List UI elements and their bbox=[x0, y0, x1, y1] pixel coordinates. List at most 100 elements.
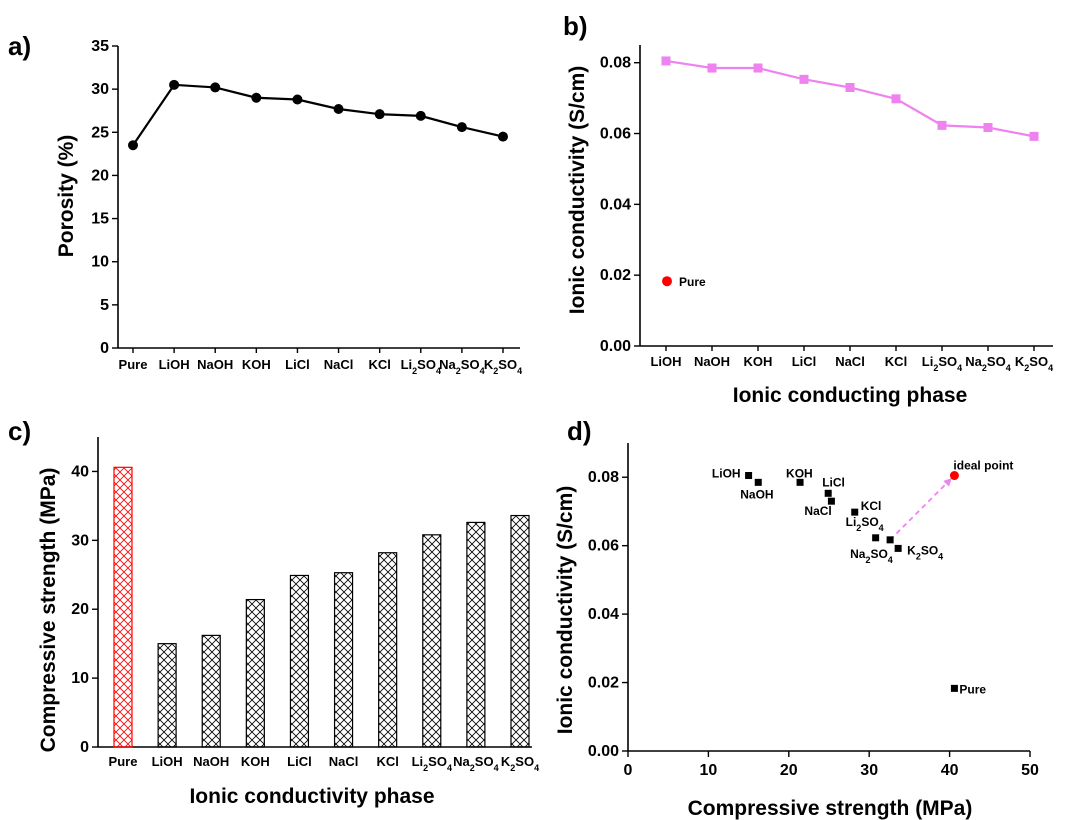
panel-b-data-point bbox=[707, 63, 717, 73]
panel-d-x-tick-label: 20 bbox=[780, 762, 798, 779]
panel-b-ionic-conductivity-chart: b) Ionic conductivity (S/cm) Ionic condu… bbox=[563, 11, 1053, 407]
panel-d-x-tick-label: 10 bbox=[700, 762, 718, 779]
panel-b-x-tick-label: LiOH bbox=[650, 354, 681, 369]
panel-b-x-axis-title: Ionic conducting phase bbox=[733, 384, 968, 407]
panel-d-data-point bbox=[894, 544, 902, 552]
panel-b-pure-label: Pure bbox=[679, 275, 706, 289]
panel-d-arrow bbox=[889, 478, 952, 541]
panel-c-bar bbox=[422, 534, 442, 748]
panel-c-x-tick-label: NaCl bbox=[329, 754, 359, 769]
panel-c-bar bbox=[378, 552, 398, 748]
panel-d-strength-vs-conductivity-chart: d) Ionic conductivity (S/cm) Compressive… bbox=[554, 416, 1039, 820]
panel-a-y-tick-label: 35 bbox=[91, 38, 109, 55]
panel-b-data-point bbox=[661, 56, 671, 66]
panel-d-point-label: K2SO4 bbox=[907, 543, 943, 561]
panel-d-point-label: Li2SO4 bbox=[846, 515, 884, 533]
panel-b-pure-point bbox=[662, 276, 672, 287]
panel-d-data-point bbox=[824, 489, 832, 497]
panel-a-x-tick-label: LiCl bbox=[285, 357, 310, 372]
panel-c-bar bbox=[333, 572, 354, 748]
panel-b-data-point bbox=[891, 94, 901, 104]
panel-c-x-tick-label: Na2SO4 bbox=[453, 754, 498, 773]
panel-c-bar bbox=[510, 514, 530, 748]
panel-b-data-point bbox=[845, 82, 855, 92]
panel-d-y-tick-label: 0.02 bbox=[588, 675, 619, 692]
panel-b-y-axis-title: Ionic conductivity (S/cm) bbox=[566, 66, 589, 315]
panel-a-x-tick-label: Na2SO4 bbox=[439, 357, 484, 376]
panel-c-x-tick-label: Li2SO4 bbox=[412, 754, 452, 773]
panel-d-point-label: NaCl bbox=[804, 504, 831, 518]
panel-a-data-point bbox=[374, 109, 385, 120]
panel-d-data-point bbox=[754, 478, 762, 486]
panel-c-compressive-strength-chart: c) Compressive strength (MPa) Ionic cond… bbox=[8, 416, 539, 808]
panel-d-point-label: LiCl bbox=[822, 475, 845, 489]
panel-a-label: a) bbox=[8, 31, 31, 61]
panel-a-series-line bbox=[132, 83, 504, 146]
panel-d-x-tick-label: 30 bbox=[860, 762, 878, 779]
panel-a-data-point bbox=[251, 92, 262, 103]
panel-a-x-tick-label: NaOH bbox=[197, 357, 233, 372]
panel-a-y-tick-label: 15 bbox=[91, 211, 109, 228]
panel-d-data-point bbox=[851, 508, 859, 516]
panel-b-data-point bbox=[799, 74, 809, 84]
panel-b-x-tick-label: KOH bbox=[744, 354, 773, 369]
panel-d-x-tick-label: 40 bbox=[941, 762, 959, 779]
panel-b-x-tick-label: NaOH bbox=[694, 354, 730, 369]
panel-c-label: c) bbox=[8, 416, 31, 446]
panel-d-data-point bbox=[950, 684, 958, 692]
panel-c-y-axis-title: Compressive strength (MPa) bbox=[37, 468, 60, 753]
panel-d-point-label: LiOH bbox=[712, 467, 741, 481]
panel-a-data-point bbox=[333, 103, 344, 114]
panel-b-x-tick-label: Li2SO4 bbox=[922, 354, 962, 373]
panel-b-series-line bbox=[665, 59, 1035, 138]
panel-d-y-axis-title: Ionic conductivity (S/cm) bbox=[554, 486, 577, 735]
panel-c-x-tick-label: KOH bbox=[241, 754, 270, 769]
panel-c-x-tick-label: LiCl bbox=[287, 754, 312, 769]
panel-a-data-point bbox=[210, 82, 221, 93]
panel-c-bar bbox=[245, 598, 265, 748]
panel-d-data-point bbox=[745, 472, 753, 480]
panel-b-x-tick-label: Na2SO4 bbox=[965, 354, 1010, 373]
panel-a-porosity-chart: a) Porosity (%) 0 5 10 15 20 25 30 35 Pure LiOH Na… bbox=[8, 31, 522, 376]
panel-d-point-label: NaOH bbox=[740, 487, 773, 501]
panel-c-x-axis-title: Ionic conductivity phase bbox=[189, 785, 434, 808]
panel-a-x-tick-label: LiOH bbox=[159, 357, 190, 372]
panel-a-data-point bbox=[292, 94, 303, 105]
panel-c-y-tick-label: 40 bbox=[71, 463, 89, 480]
panel-c-x-tick-label: LiOH bbox=[152, 754, 183, 769]
panel-b-data-point bbox=[1029, 131, 1039, 141]
panel-c-x-tick-label: NaOH bbox=[193, 754, 229, 769]
panel-b-y-tick-label: 0.02 bbox=[600, 267, 631, 284]
panel-b-data-point bbox=[753, 63, 763, 73]
panel-b-x-tick-label: NaCl bbox=[835, 354, 865, 369]
panel-d-x-tick-label: 50 bbox=[1021, 762, 1039, 779]
panel-c-x-tick-label: KCl bbox=[376, 754, 398, 769]
panel-c-bar bbox=[201, 634, 221, 748]
panel-d-data-point bbox=[827, 497, 835, 505]
panel-b-label: b) bbox=[563, 11, 588, 41]
panel-a-data-point bbox=[456, 122, 467, 133]
panel-a-data-point bbox=[128, 140, 138, 151]
panel-d-y-tick-label: 0.00 bbox=[588, 743, 619, 760]
panel-c-x-tick-label: Pure bbox=[109, 754, 138, 769]
panel-a-x-tick-label: K2SO4 bbox=[484, 357, 522, 376]
panel-d-label: d) bbox=[567, 416, 592, 446]
panel-b-x-tick-label: KCl bbox=[885, 354, 907, 369]
panel-d-point-label: Na2SO4 bbox=[850, 547, 893, 565]
panel-d-data-point bbox=[796, 478, 804, 486]
panel-d-data-point bbox=[872, 534, 880, 542]
panel-d-y-tick-label: 0.08 bbox=[588, 469, 619, 486]
panel-c-bar bbox=[466, 521, 486, 748]
panel-c-y-tick-label: 20 bbox=[71, 601, 89, 618]
panel-b-data-point bbox=[983, 123, 993, 133]
panel-b-x-tick-label: K2SO4 bbox=[1015, 354, 1053, 373]
panel-d-point-label: KOH bbox=[786, 466, 813, 480]
panel-c-y-tick-label: 10 bbox=[71, 670, 89, 687]
panel-c-y-tick-label: 0 bbox=[80, 739, 89, 756]
panel-d-y-tick-label: 0.04 bbox=[588, 606, 619, 623]
panel-c-bar bbox=[289, 574, 310, 748]
panel-b-x-tick-label: LiCl bbox=[792, 354, 817, 369]
panel-a-x-tick-label: NaCl bbox=[324, 357, 354, 372]
panel-b-data-point bbox=[937, 120, 947, 130]
panel-d-point-label: Pure bbox=[959, 682, 986, 696]
